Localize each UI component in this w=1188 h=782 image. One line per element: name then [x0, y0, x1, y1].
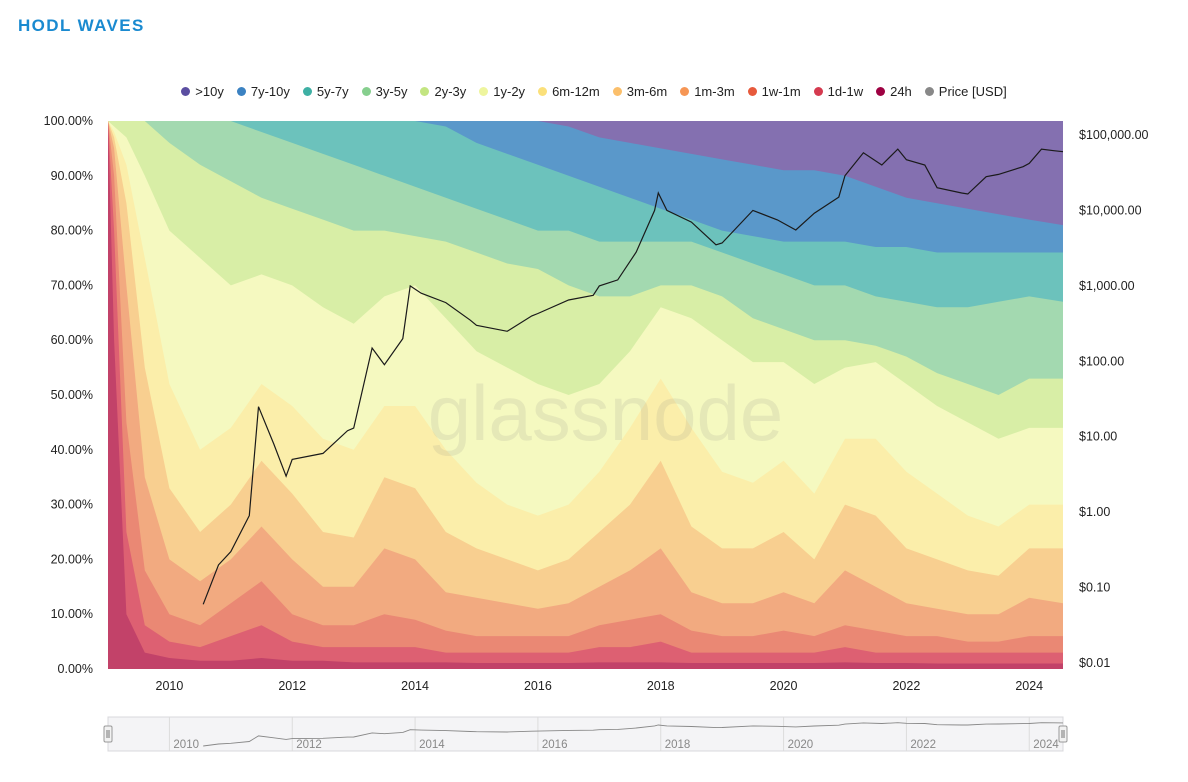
band-1m-3m [108, 121, 1063, 669]
legend-item-0[interactable]: >10y [181, 82, 224, 100]
legend-label: Price [USD] [938, 83, 1007, 99]
legend-label: 5y-7y [316, 83, 349, 99]
legend-label: 1m-3m [694, 83, 735, 99]
legend-item-3[interactable]: 3y-5y [361, 82, 408, 100]
y2-tick-label: $10.00 [1079, 430, 1117, 444]
y2-tick-label: $0.01 [1079, 656, 1110, 670]
x-tick-label: 2020 [770, 679, 798, 693]
legend-item-9[interactable]: 1w-1m [747, 82, 801, 100]
navigator-tick-label: 2012 [296, 739, 322, 751]
y2-tick-label: $10,000.00 [1079, 203, 1142, 217]
legend-label: 1y-2y [493, 83, 526, 99]
navigator-tick-label: 2020 [788, 739, 814, 751]
x-tick-label: 2024 [1015, 679, 1043, 693]
x-tick-label: 2016 [524, 679, 552, 693]
legend-item-10[interactable]: 1d-1w [813, 82, 864, 100]
legend-label: 6m-12m [552, 83, 600, 99]
legend-marker [361, 86, 371, 96]
legend-marker [747, 86, 757, 96]
legend-item-11[interactable]: 24h [876, 82, 912, 100]
legend-label: >10y [195, 83, 224, 99]
legend-marker [876, 86, 886, 96]
navigator-track[interactable] [107, 716, 1064, 752]
legend-marker [680, 86, 690, 96]
legend-item-6[interactable]: 6m-12m [538, 82, 600, 100]
y-tick-label: 50.00% [51, 388, 93, 402]
y-tick-label: 100.00% [44, 114, 93, 128]
legend-marker [924, 86, 934, 96]
legend-label: 24h [890, 83, 912, 99]
y-tick-label: 30.00% [51, 498, 93, 512]
y-tick-label: 0.00% [58, 662, 93, 676]
y-tick-label: 80.00% [51, 224, 93, 238]
x-tick-label: 2010 [156, 679, 184, 693]
navigator-tick-label: 2014 [419, 739, 445, 751]
y-tick-label: 10.00% [51, 607, 93, 621]
chart-legend: >10y 7y-10y 5y-7y 3y-5y 2y-3y 1y-2y 6m-12m 3m-6… [0, 82, 1188, 100]
x-tick-label: 2018 [647, 679, 675, 693]
x-tick-label: 2012 [278, 679, 306, 693]
legend-marker [420, 86, 430, 96]
x-tick-label: 2022 [892, 679, 920, 693]
y-tick-label: 90.00% [51, 169, 93, 183]
navigator-right-handle[interactable] [1058, 725, 1068, 743]
navigator-left-handle[interactable] [103, 725, 113, 743]
navigator-tick-label: 2018 [665, 739, 691, 751]
navigator-tick-label: 2022 [910, 739, 936, 751]
legend-marker [612, 86, 622, 96]
legend-item-8[interactable]: 1m-3m [680, 82, 735, 100]
legend-item-2[interactable]: 5y-7y [302, 82, 349, 100]
y2-tick-label: $100,000.00 [1079, 128, 1149, 142]
band-6m-12m [108, 121, 1063, 669]
y2-tick-label: $1.00 [1079, 505, 1110, 519]
y2-tick-label: $1,000.00 [1079, 279, 1135, 293]
legend-item-12[interactable]: Price [USD] [924, 82, 1007, 100]
navigator-tick-label: 2024 [1033, 739, 1059, 751]
watermark: glassnode [428, 369, 784, 457]
x-tick-label: 2014 [401, 679, 429, 693]
y2-tick-label: $100.00 [1079, 354, 1124, 368]
navigator-tick-label: 2016 [542, 739, 568, 751]
legend-label: 1d-1w [827, 83, 864, 99]
legend-label: 7y-10y [250, 83, 290, 99]
legend-item-7[interactable]: 3m-6m [612, 82, 668, 100]
navigator-price-line [203, 722, 1064, 747]
range-navigator[interactable]: 2010 2012 2014 2016 2018 2020 2022 2024 [103, 716, 1068, 752]
legend-marker [236, 86, 246, 96]
legend-label: 3m-6m [626, 83, 668, 99]
legend-marker [479, 86, 489, 96]
y-tick-label: 40.00% [51, 443, 93, 457]
y2-tick-label: $0.10 [1079, 581, 1110, 595]
legend-marker [813, 86, 823, 96]
y-tick-label: 70.00% [51, 278, 93, 292]
legend-label: 1w-1m [761, 83, 801, 99]
legend-marker [538, 86, 548, 96]
legend-item-5[interactable]: 1y-2y [479, 82, 525, 100]
price-line [202, 148, 1064, 605]
legend-item-1[interactable]: 7y-10y [236, 82, 290, 100]
y-tick-label: 20.00% [51, 552, 93, 566]
legend-item-4[interactable]: 2y-3y [420, 82, 466, 100]
legend-label: 3y-5y [375, 83, 408, 99]
chart-title: HODL WAVES [18, 16, 145, 35]
legend-marker [302, 86, 312, 96]
legend-marker [181, 86, 191, 96]
legend-label: 2y-3y [434, 83, 467, 99]
navigator-tick-label: 2010 [173, 739, 199, 751]
y-tick-label: 60.00% [51, 333, 93, 347]
